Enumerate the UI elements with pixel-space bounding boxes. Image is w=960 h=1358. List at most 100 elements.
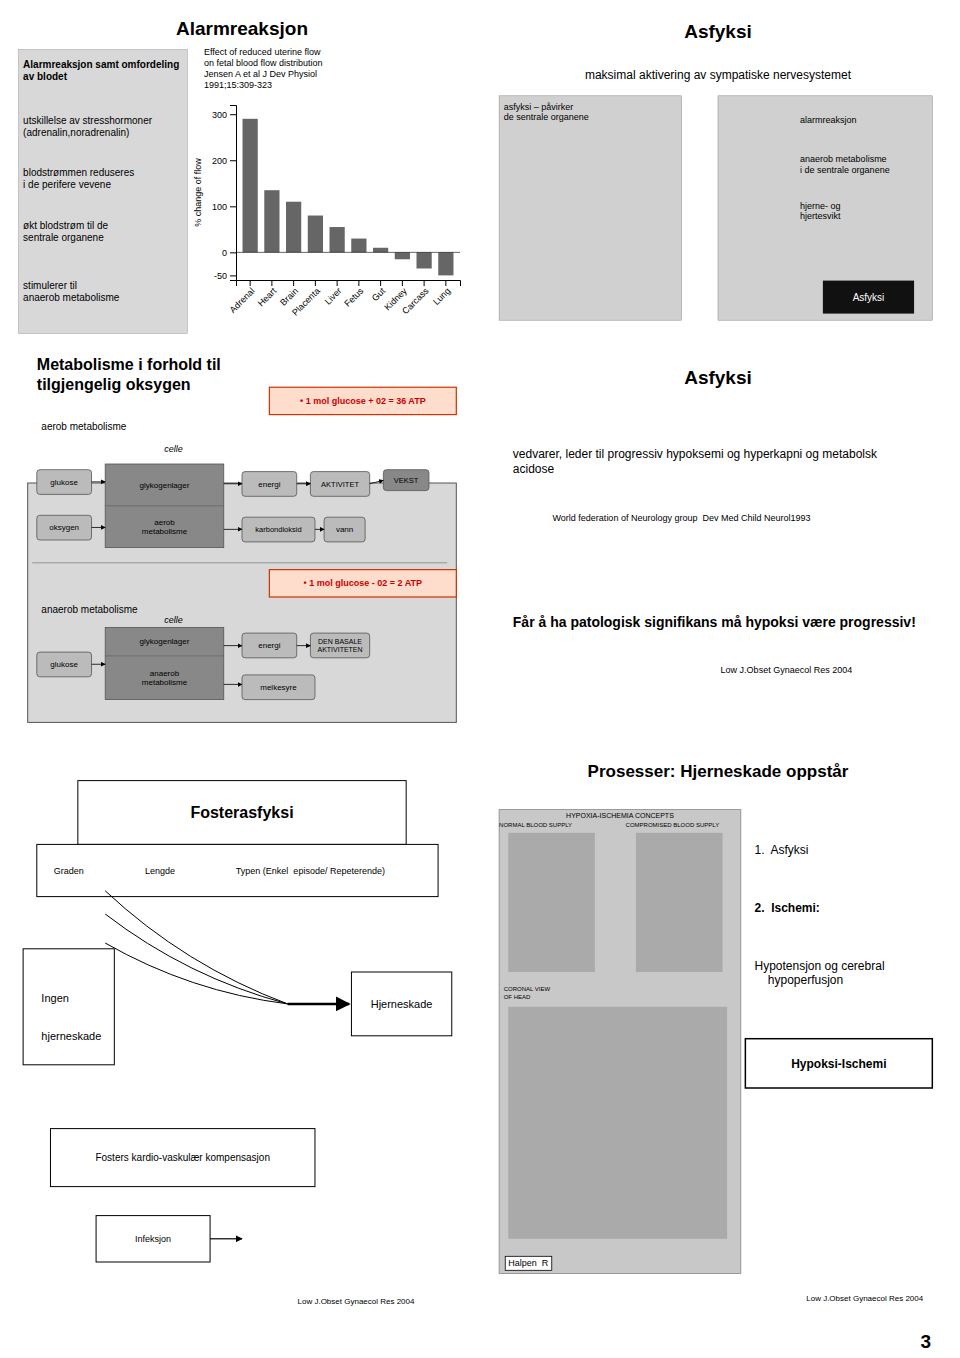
tick-mark: [445, 280, 446, 286]
text-line: Metabolisme i forhold til: [37, 356, 221, 373]
panel-1: AlarmreaksjonAlarmreaksjon samt omfordel…: [19, 18, 461, 333]
text-line: i de sentrale organene: [800, 165, 890, 175]
text-line: AKTIVITET: [321, 480, 359, 489]
tick-mark: [230, 206, 236, 207]
image-area: [499, 96, 681, 320]
label: melkesyre: [260, 683, 297, 692]
label: Typen (Enkel episode/ Repeterende): [236, 866, 385, 876]
diagram-box: [50, 1129, 314, 1187]
label: anaerob metabolisme: [41, 604, 138, 615]
label: aerobmetabolisme: [142, 518, 188, 537]
tick-label: Adrenal: [228, 286, 257, 315]
label: Infeksjon: [135, 1234, 171, 1244]
label: anaerobmetabolisme: [142, 669, 188, 688]
tick-label: 200: [212, 156, 227, 166]
bar: [351, 239, 366, 253]
tick-mark: [230, 275, 236, 276]
tick-mark: [293, 280, 294, 286]
tick-mark: [250, 280, 251, 286]
label: alarmreaksjon: [800, 115, 857, 125]
x-tick: Carcass: [400, 280, 431, 316]
text-line: COMPROMISED BLOOD SUPPLY: [626, 822, 720, 828]
text-line: alarmreaksjon: [800, 115, 857, 125]
cell-box: [105, 464, 224, 548]
diagram-box: [310, 472, 369, 497]
text-line: (adrenalin,noradrenalin): [23, 127, 129, 138]
text-line: 3: [920, 1331, 931, 1352]
text-line: i de perifere vevene: [23, 179, 111, 190]
panel-title: Alarmreaksjon: [176, 18, 308, 39]
arrow: [315, 529, 324, 530]
text-line: energi: [258, 641, 280, 650]
arrow: [224, 645, 242, 646]
text-line: aerob: [154, 518, 175, 527]
text-line: stimulerer til: [23, 280, 77, 291]
y-axis-line: [230, 106, 237, 281]
tick-label: -50: [214, 271, 227, 281]
label: Fosters kardio-vaskulær kompensasjon: [95, 1152, 270, 1163]
arrow: [297, 483, 311, 484]
label: glukose: [50, 478, 78, 487]
diagram-box: [37, 470, 92, 495]
label: vedvarer, leder til progressiv hypoksemi…: [513, 447, 878, 475]
tick-label: Liver: [323, 286, 344, 307]
text-line: hjerne- og: [800, 201, 841, 211]
subtitle: maksimal aktivering av sympatiske nerves…: [585, 68, 852, 82]
arrow: [224, 483, 242, 484]
label: vann: [336, 525, 353, 534]
content-area: [28, 483, 457, 722]
text-line: HYPOXIA-ISCHEMIA CONCEPTS: [566, 812, 674, 819]
text-line: Fosterasfyksi: [190, 804, 293, 821]
y-tick: 200: [212, 156, 236, 166]
diagram-box: [242, 675, 315, 700]
connector: [105, 914, 287, 1004]
text-line: DEN BASALE: [318, 638, 362, 645]
text-line: metabolisme: [142, 678, 188, 687]
text-line: Lengde: [145, 866, 175, 876]
tick-mark: [424, 280, 425, 286]
tick-mark: [358, 280, 359, 286]
text-line: Hypoksi-Ischemi: [791, 1057, 886, 1071]
text-line: Hypotensjon og cerebral: [754, 959, 884, 973]
tick-label: Heart: [256, 285, 279, 308]
text-line: World federation of Neurology group Dev …: [553, 513, 811, 523]
label-box: [823, 281, 914, 314]
text-line: Low J.Obset Gynaecol Res 2004: [298, 1297, 416, 1306]
text-line: av blodet: [23, 71, 68, 82]
bar: [417, 252, 432, 268]
label: økt blodstrøm til desentrale organene: [23, 220, 108, 243]
panel-title: Asfyksi: [684, 21, 752, 42]
text-line: glukose: [50, 478, 78, 487]
big-arrow: [288, 1003, 350, 1006]
text-line: asfyksi – påvirker: [504, 102, 574, 112]
label: • 1 mol glucose + 02 = 36 ATP: [300, 396, 426, 406]
tick-mark: [230, 114, 236, 115]
tick-label: 100: [212, 202, 227, 212]
label: CORONAL VIEWOF HEAD: [504, 986, 551, 999]
image-area: [499, 810, 741, 1274]
text-line: 1991;15:309-323: [204, 80, 272, 90]
x-tick: Adrenal: [228, 280, 257, 315]
label: DEN BASALEAKTIVITETEN: [317, 638, 362, 653]
label: celle: [164, 615, 183, 625]
text-line: Effect of reduced uterine flow: [204, 47, 321, 57]
diagram-box: [23, 949, 114, 1065]
text-line: anaerob metabolisme: [23, 292, 120, 303]
text-line: Prosesser: Hjerneskade oppstår: [588, 762, 849, 781]
panel-6: Prosesser: Hjerneskade oppstår HYPOXIA-IS…: [499, 762, 932, 1303]
label: Lengde: [145, 866, 175, 876]
label: glykogenlager: [140, 637, 190, 646]
panel-5: FosterasfyksiGradenLengdeTypen (Enkel ep…: [23, 781, 452, 1306]
tick-mark: [230, 252, 236, 253]
connector: [105, 891, 287, 1004]
text-line: anaerob metabolisme: [41, 604, 138, 615]
diagram-box: [383, 470, 429, 491]
label: celle: [164, 444, 183, 454]
label: karbondioksid: [255, 525, 301, 534]
panel-3: Metabolisme i forhold tiltilgjengelig ok…: [28, 356, 457, 722]
label: stimulerer tilanaerob metabolisme: [23, 280, 120, 303]
label: NORMAL BLOOD SUPPLY: [499, 822, 572, 828]
label: glukose: [50, 660, 78, 669]
text-line: hjertesvikt: [800, 211, 841, 221]
text-line: Asfyksi: [684, 367, 752, 388]
